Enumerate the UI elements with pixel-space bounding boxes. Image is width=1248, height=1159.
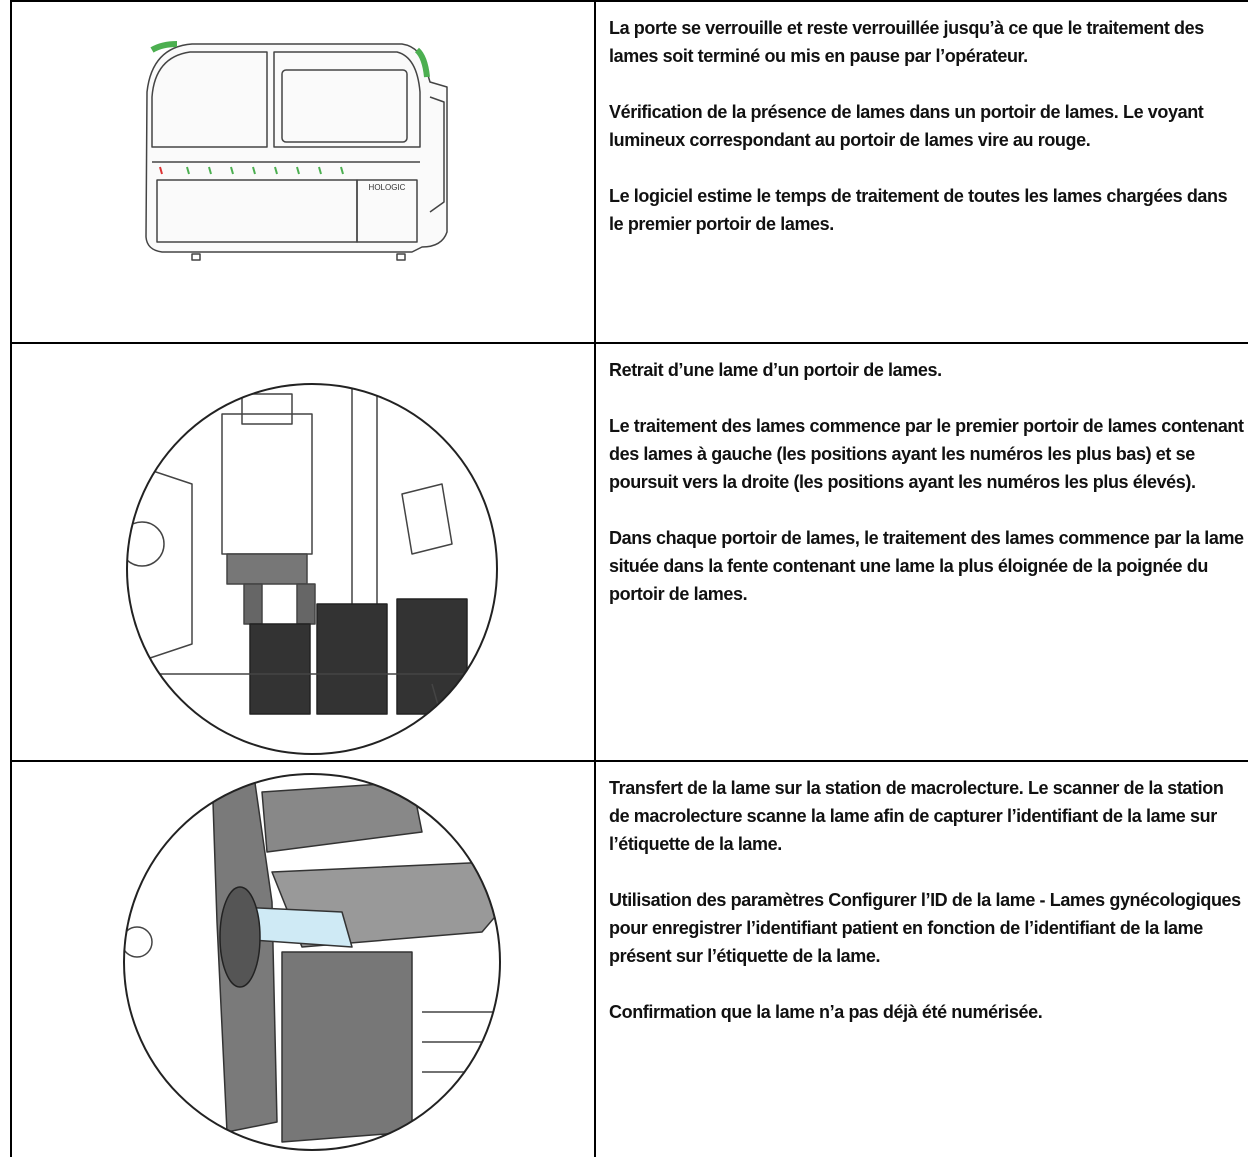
paragraph: Vérification de la présence de lames dan… [609, 102, 1204, 150]
paragraph: Confirmation que la lame n’a pas déjà ét… [609, 1002, 1043, 1022]
image-cell [12, 762, 596, 1157]
logo: HOLOGIC [369, 183, 406, 192]
table-row: Retrait d’une lame d’un portoir de lames… [12, 342, 1248, 760]
paragraph: Le logiciel estime le temps de traitemen… [609, 186, 1228, 234]
paragraph: Utilisation des paramètres Configurer l’… [609, 890, 1241, 966]
text-cell: Retrait d’une lame d’un portoir de lames… [609, 356, 1245, 636]
image-cell [12, 344, 596, 760]
gripper-illustration [126, 383, 498, 755]
table-row: HOLOGIC La porte se verrouille et reste … [12, 0, 1248, 342]
paragraph: Transfert de la lame sur la station de m… [609, 778, 1224, 854]
text-cell: La porte se verrouille et reste verrouil… [609, 14, 1245, 266]
paragraph: Dans chaque portoir de lames, le traitem… [609, 528, 1244, 604]
instrument-illustration: HOLOGIC [145, 41, 448, 261]
paragraph: La porte se verrouille et reste verrouil… [609, 18, 1204, 66]
paragraph: Retrait d’une lame d’un portoir de lames… [609, 360, 942, 380]
scanner-illustration [123, 773, 501, 1151]
table: HOLOGIC La porte se verrouille et reste … [10, 0, 1248, 1157]
paragraph: Le traitement des lames commence par le … [609, 416, 1244, 492]
table-row: Transfert de la lame sur la station de m… [12, 760, 1248, 1157]
image-cell: HOLOGIC [12, 2, 596, 342]
text-cell: Transfert de la lame sur la station de m… [609, 774, 1245, 1054]
